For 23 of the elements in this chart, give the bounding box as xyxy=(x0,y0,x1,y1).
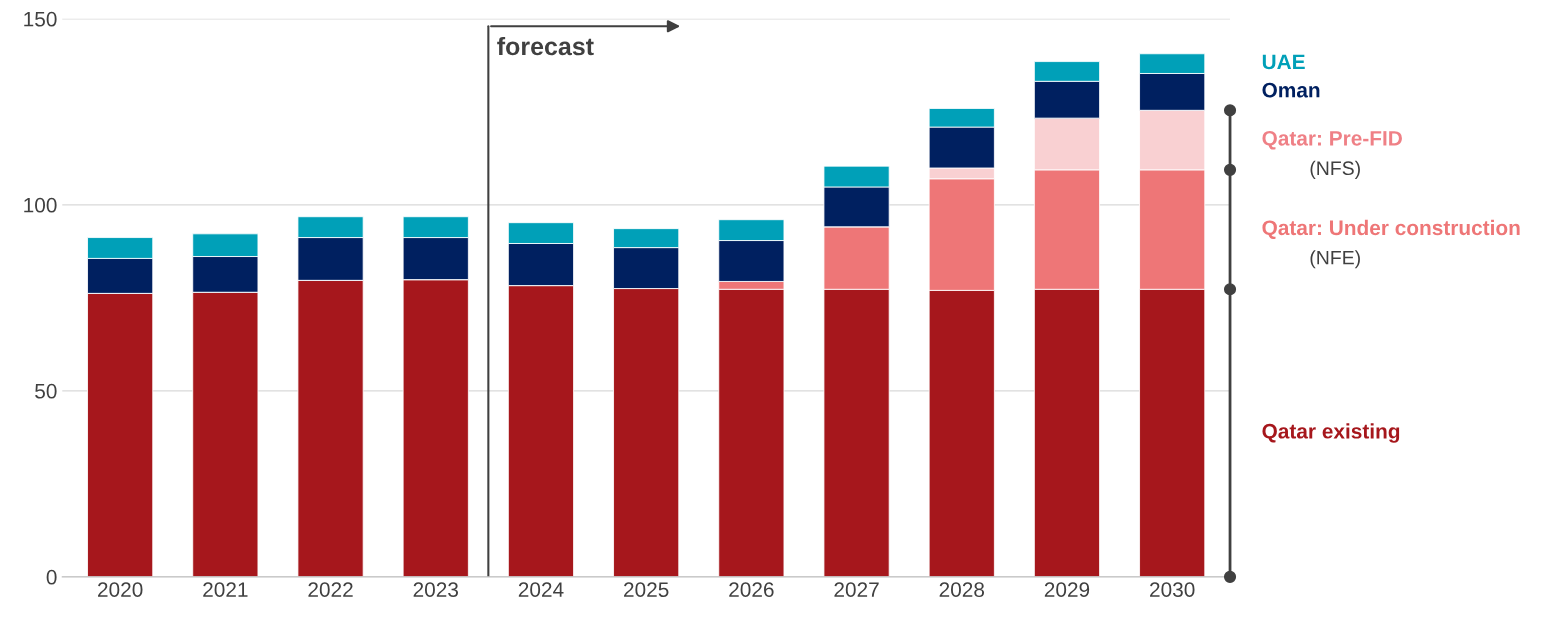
x-tick-label: 2023 xyxy=(413,582,459,597)
x-tick-label: 2030 xyxy=(1150,582,1195,597)
x-tick-label: 2024 xyxy=(518,582,564,597)
text: Qatar: Under construction xyxy=(1262,219,1520,240)
y-tick-label: 100 xyxy=(24,197,57,213)
x-tick-label: 2022 xyxy=(308,582,353,597)
x-tick-label: 2025 xyxy=(624,582,669,597)
x-tick-label: 2020 xyxy=(98,582,143,597)
y-tick-label: 150 xyxy=(24,11,57,27)
text: Qatar existing xyxy=(1262,423,1400,443)
x-tick-label: 2029 xyxy=(1044,582,1090,597)
y-tick-label: 50 xyxy=(35,383,57,399)
x-tick-label: 2026 xyxy=(729,582,774,597)
y-tick-label: 0 xyxy=(46,569,57,585)
text: Oman xyxy=(1262,82,1320,98)
x-tick-label: 2027 xyxy=(834,582,879,597)
x-tick-label: 2028 xyxy=(939,582,985,597)
text: (NFS) xyxy=(1310,160,1360,179)
ref-line-label: forecast xyxy=(497,36,594,56)
text: UAE xyxy=(1262,54,1305,70)
x-tick-label: 2021 xyxy=(203,582,248,597)
text: Qatar: Pre-FID xyxy=(1262,130,1402,150)
text: (NFE) xyxy=(1310,250,1360,269)
